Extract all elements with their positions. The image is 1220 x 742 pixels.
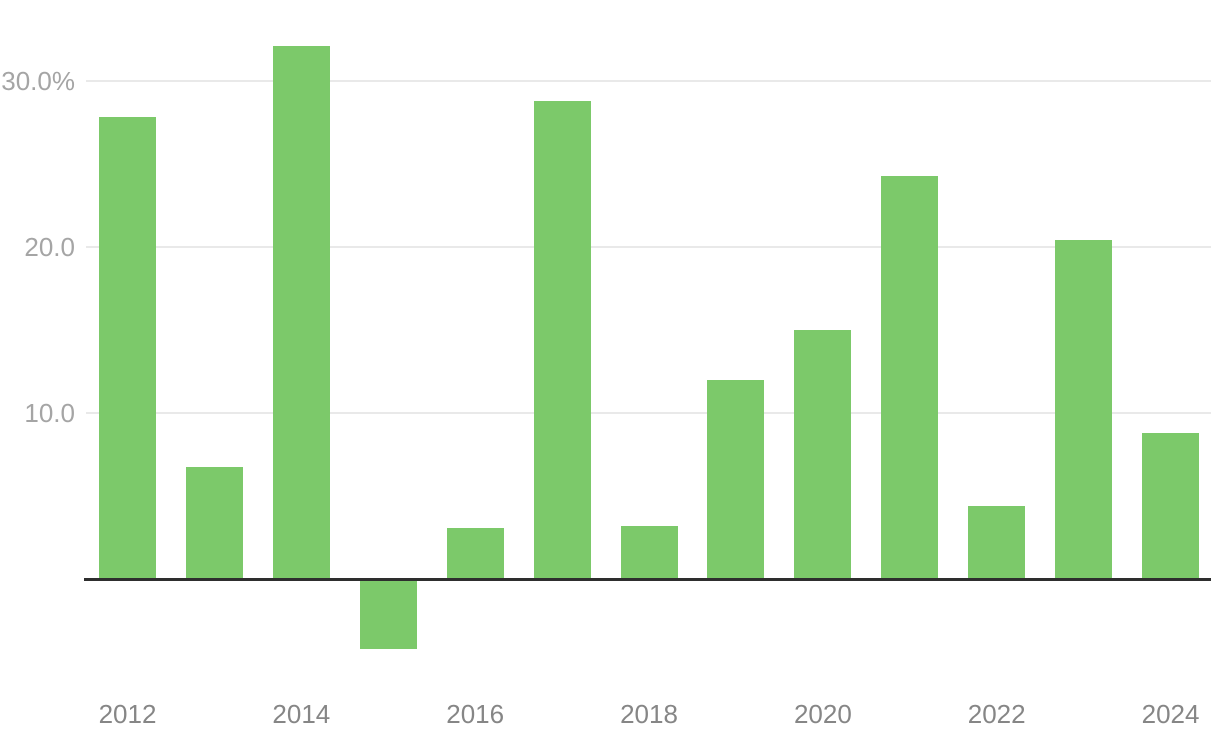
gridline-30 <box>86 79 1211 82</box>
x-tick-label: 2024 <box>1141 699 1200 729</box>
x-tick-label: 2020 <box>793 699 852 729</box>
bar-2013[interactable] <box>185 466 243 578</box>
x-tick-label: 2012 <box>98 699 157 729</box>
bar-2012[interactable] <box>99 117 156 578</box>
y-tick-label: 10.0 <box>24 398 75 429</box>
bar-2021[interactable] <box>881 175 939 578</box>
y-tick-label: 20.0 <box>24 231 75 262</box>
bar-2024[interactable] <box>1142 433 1200 578</box>
bar-2018[interactable] <box>620 526 678 578</box>
x-tick-label: 2016 <box>446 699 505 729</box>
bar-2016[interactable] <box>446 528 504 578</box>
x-axis-line <box>84 578 1211 581</box>
x-tick-label: 2014 <box>272 699 331 729</box>
bar-2015[interactable] <box>359 581 417 650</box>
x-tick-label: 2018 <box>620 699 678 729</box>
gridline-20 <box>86 245 1211 248</box>
bar-2014[interactable] <box>272 45 330 578</box>
bar-2017[interactable] <box>533 100 591 578</box>
bar-2023[interactable] <box>1055 240 1113 578</box>
bar-2019[interactable] <box>707 380 765 578</box>
gridline-10 <box>86 412 1211 415</box>
bar-2020[interactable] <box>794 330 852 578</box>
y-tick-label: 30.0% <box>1 65 75 96</box>
bar-2022[interactable] <box>968 506 1026 578</box>
x-tick-label: 2022 <box>967 699 1026 729</box>
